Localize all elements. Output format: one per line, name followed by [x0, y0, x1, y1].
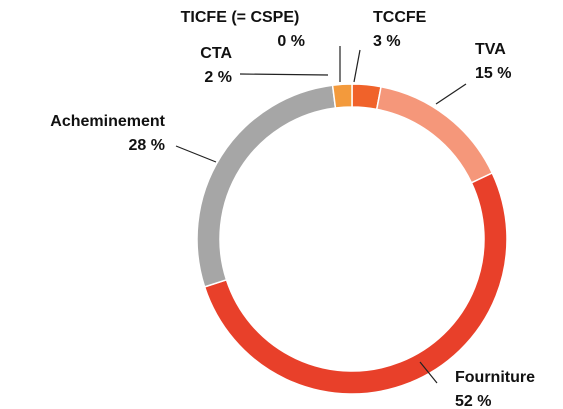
value-label: 3 %	[373, 33, 401, 50]
donut-segment	[331, 83, 353, 109]
donut-segment	[203, 172, 508, 395]
slice-label: Acheminement	[50, 113, 165, 130]
value-label: 28 %	[129, 137, 165, 154]
donut-segment	[375, 85, 494, 184]
donut-segment	[196, 84, 337, 288]
slice-label: Fourniture	[455, 369, 535, 386]
slice-label: TVA	[475, 41, 506, 58]
slice-label: CTA	[200, 45, 232, 62]
leader-line	[239, 73, 329, 76]
value-label: 15 %	[475, 65, 511, 82]
slice-label: TICFE (= CSPE)	[181, 9, 300, 26]
leader-line	[419, 361, 438, 384]
leader-line	[435, 83, 467, 105]
slice-label: TCCFE	[373, 9, 427, 26]
donut-segment	[351, 83, 382, 111]
value-label: 52 %	[455, 393, 491, 409]
leader-line	[175, 145, 217, 163]
value-label: 0 %	[277, 33, 305, 50]
value-label: 2 %	[204, 69, 232, 86]
leader-line	[353, 49, 361, 83]
